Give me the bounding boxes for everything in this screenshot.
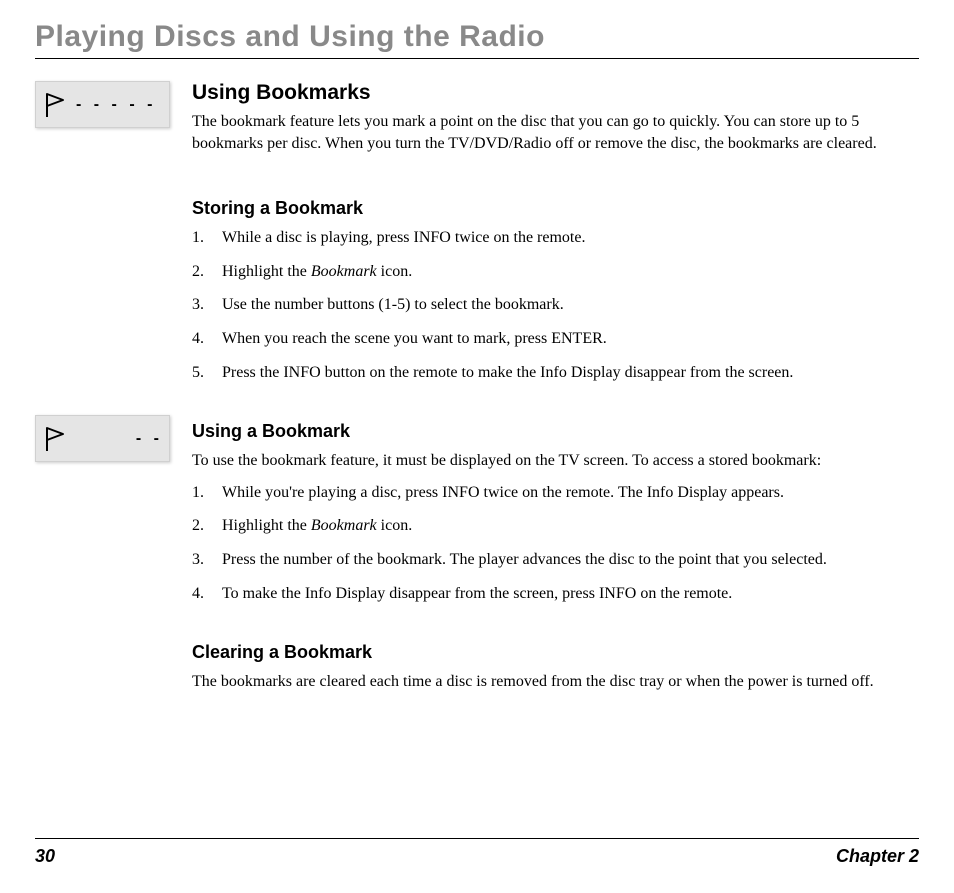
clearing-heading: Clearing a Bookmark (192, 642, 919, 663)
page-title: Playing Discs and Using the Radio (35, 20, 919, 54)
using-heading: Using a Bookmark (192, 421, 919, 442)
using-intro: To use the bookmark feature, it must be … (192, 450, 919, 472)
flag-icon (44, 92, 66, 118)
chapter-label: Chapter 2 (836, 846, 919, 867)
clearing-row: Clearing a Bookmark The bookmarks are cl… (35, 636, 919, 707)
footer-rule (35, 838, 919, 839)
using-row: - - Using a Bookmark To use the bookmark… (35, 415, 919, 616)
list-item: Press the number of the bookmark. The pl… (192, 549, 919, 571)
using-bookmarks-heading: Using Bookmarks (192, 81, 919, 105)
dashes-text: - - - - - (76, 96, 156, 114)
storing-row: Storing a Bookmark While a disc is playi… (35, 192, 919, 395)
storing-heading: Storing a Bookmark (192, 198, 919, 219)
list-item: When you reach the scene you want to mar… (192, 328, 919, 350)
list-item: Use the number buttons (1-5) to select t… (192, 294, 919, 316)
flag-icon (44, 426, 66, 452)
using-steps: While you're playing a disc, press INFO … (192, 482, 919, 604)
page-footer: 30 Chapter 2 (35, 838, 919, 867)
list-item: To make the Info Display disappear from … (192, 583, 919, 605)
bookmark-icon-box-1: - - - - - (35, 81, 170, 128)
intro-row: - - - - - Using Bookmarks The bookmark f… (35, 81, 919, 168)
title-rule (35, 58, 919, 59)
list-item: Highlight the Bookmark icon. (192, 261, 919, 283)
page-number: 30 (35, 846, 55, 867)
dashes-text: - - (136, 430, 163, 448)
clearing-body: The bookmarks are cleared each time a di… (192, 671, 919, 693)
list-item: While you're playing a disc, press INFO … (192, 482, 919, 504)
storing-steps: While a disc is playing, press INFO twic… (192, 227, 919, 383)
list-item: Highlight the Bookmark icon. (192, 515, 919, 537)
bookmark-icon-box-2: - - (35, 415, 170, 462)
intro-paragraph: The bookmark feature lets you mark a poi… (192, 111, 919, 154)
list-item: While a disc is playing, press INFO twic… (192, 227, 919, 249)
list-item: Press the INFO button on the remote to m… (192, 362, 919, 384)
